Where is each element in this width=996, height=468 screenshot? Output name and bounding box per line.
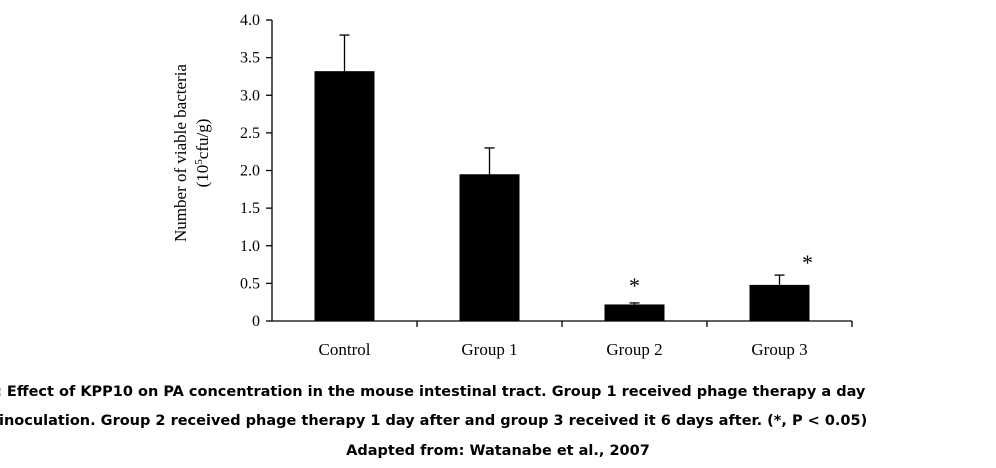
y-axis-label: Number of viable bacteria <box>171 64 190 242</box>
figure-caption-line-2: inoculation. Group 2 received phage ther… <box>0 413 868 429</box>
figure-caption-line-1: 2: Effect of KPP10 on PA concentration i… <box>0 384 866 400</box>
y-tick-label: 2.5 <box>240 125 260 142</box>
x-category-label: Group 1 <box>461 340 517 359</box>
bar <box>604 304 665 321</box>
significance-marker: * <box>802 250 813 275</box>
bar-chart: 0 0.5 1.0 1.5 2.0 2.5 3.0 3.5 4.0 Control Group 1… <box>171 12 853 359</box>
x-category-label: Group 3 <box>751 340 807 359</box>
bar <box>314 71 375 321</box>
y-tick-label: 0.5 <box>240 275 260 292</box>
y-axis-unit-label: (105cfu/g) <box>193 119 212 188</box>
y-tick-label: 2.0 <box>240 163 260 180</box>
y-axis: 0 0.5 1.0 1.5 2.0 2.5 3.0 3.5 4.0 <box>240 12 273 330</box>
y-axis-unit: (105cfu/g) <box>193 119 212 188</box>
x-category-label: Control <box>319 340 371 359</box>
y-tick-label: 1.5 <box>240 200 260 217</box>
x-category-label: Group 2 <box>606 340 662 359</box>
y-tick-label: 3.5 <box>240 50 260 67</box>
y-tick-label: 4.0 <box>240 12 260 29</box>
bar <box>749 284 810 321</box>
x-axis <box>272 320 853 327</box>
y-axis-title: Number of viable bacteria <box>171 64 190 242</box>
y-tick-label: 3.0 <box>240 87 260 104</box>
y-tick-label: 0 <box>252 313 260 330</box>
figure-caption-source: Adapted from: Watanabe et al., 2007 <box>346 443 650 459</box>
significance-marker: * <box>629 273 640 298</box>
y-tick-label: 1.0 <box>240 238 260 255</box>
bar <box>459 174 520 321</box>
bars: Control Group 1 * Group 2 * Group 3 <box>314 34 813 359</box>
